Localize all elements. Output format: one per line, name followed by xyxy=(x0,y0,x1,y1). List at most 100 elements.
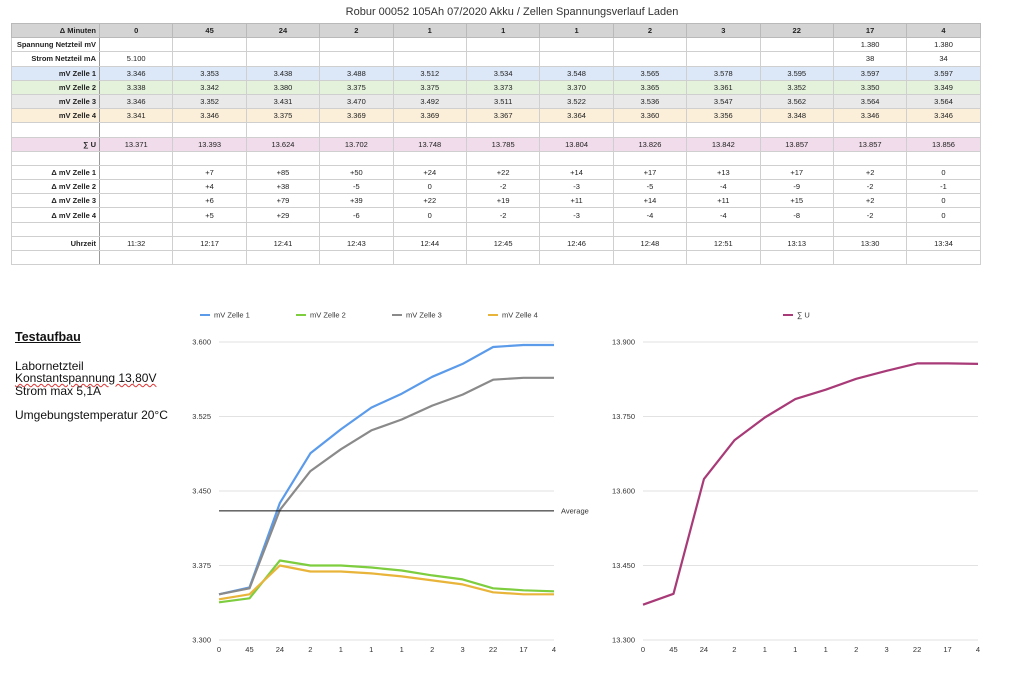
table-cell[interactable] xyxy=(98,207,174,223)
table-cell[interactable]: 12:48 xyxy=(612,235,688,252)
table-cell[interactable]: 13:30 xyxy=(832,235,908,252)
header-cell[interactable]: 0 xyxy=(98,22,174,39)
table-cell[interactable]: 3.562 xyxy=(759,93,834,110)
table-cell[interactable]: 3.548 xyxy=(539,65,614,81)
table-cell[interactable] xyxy=(612,249,688,266)
table-cell[interactable]: +17 xyxy=(612,164,688,181)
table-cell[interactable]: +2 xyxy=(832,164,908,181)
table-cell[interactable]: 12:43 xyxy=(319,235,394,252)
table-cell[interactable]: 3.346 xyxy=(172,108,247,124)
table-cell[interactable]: 3.492 xyxy=(392,93,467,110)
table-cell[interactable]: 3.597 xyxy=(832,65,908,81)
table-cell[interactable] xyxy=(832,150,908,166)
header-cell[interactable]: 1 xyxy=(465,22,541,39)
table-cell[interactable]: +11 xyxy=(539,193,614,209)
table-cell[interactable]: 3.370 xyxy=(539,79,614,95)
row-label-cell[interactable] xyxy=(11,249,100,266)
table-cell[interactable] xyxy=(906,249,981,266)
table-cell[interactable]: -6 xyxy=(319,207,394,223)
table-cell[interactable]: -2 xyxy=(465,207,541,223)
table-cell[interactable]: +79 xyxy=(245,193,321,209)
table-cell[interactable] xyxy=(98,221,174,237)
table-cell[interactable]: 13.785 xyxy=(465,136,541,152)
table-cell[interactable]: 13.826 xyxy=(612,136,688,152)
table-cell[interactable]: +5 xyxy=(172,207,247,223)
table-cell[interactable]: +6 xyxy=(172,193,247,209)
table-cell[interactable]: 11:32 xyxy=(98,235,174,252)
row-label-cell[interactable]: Δ mV Zelle 3 xyxy=(11,193,100,209)
table-cell[interactable]: +17 xyxy=(759,164,834,181)
table-cell[interactable]: 3.597 xyxy=(906,65,981,81)
row-label-cell[interactable]: mV Zelle 3 xyxy=(11,93,100,110)
header-cell[interactable]: 17 xyxy=(832,22,908,39)
table-cell[interactable]: -9 xyxy=(759,179,834,195)
table-cell[interactable]: +15 xyxy=(759,193,834,209)
table-cell[interactable]: 3.470 xyxy=(319,93,394,110)
table-cell[interactable]: 3.564 xyxy=(832,93,908,110)
table-cell[interactable]: -2 xyxy=(832,207,908,223)
table-cell[interactable] xyxy=(539,150,614,166)
table-cell[interactable]: 13:34 xyxy=(906,235,981,252)
table-cell[interactable] xyxy=(465,249,541,266)
table-cell[interactable]: +4 xyxy=(172,179,247,195)
table-cell[interactable] xyxy=(612,122,688,138)
table-cell[interactable]: 13.804 xyxy=(539,136,614,152)
table-cell[interactable]: 13.371 xyxy=(98,136,174,152)
table-cell[interactable] xyxy=(172,122,247,138)
table-cell[interactable] xyxy=(172,221,247,237)
table-cell[interactable]: -2 xyxy=(832,179,908,195)
table-cell[interactable]: 3.352 xyxy=(172,93,247,110)
table-cell[interactable]: 13:13 xyxy=(759,235,834,252)
table-cell[interactable]: -5 xyxy=(612,179,688,195)
table-cell[interactable] xyxy=(539,249,614,266)
table-cell[interactable]: 3.361 xyxy=(686,79,761,95)
table-cell[interactable] xyxy=(465,122,541,138)
table-cell[interactable]: 3.348 xyxy=(759,108,834,124)
table-cell[interactable] xyxy=(539,221,614,237)
table-cell[interactable] xyxy=(98,164,174,181)
table-cell[interactable]: 3.352 xyxy=(759,79,834,95)
table-cell[interactable]: 3.578 xyxy=(686,65,761,81)
table-cell[interactable]: 12:51 xyxy=(686,235,761,252)
table-cell[interactable] xyxy=(172,150,247,166)
row-label-cell[interactable]: Δ mV Zelle 1 xyxy=(11,164,100,181)
table-cell[interactable]: 13.842 xyxy=(686,136,761,152)
table-cell[interactable]: 13.857 xyxy=(832,136,908,152)
table-cell[interactable] xyxy=(832,249,908,266)
header-cell[interactable]: 2 xyxy=(612,22,688,39)
table-cell[interactable]: 12:44 xyxy=(392,235,467,252)
table-cell[interactable]: 3.342 xyxy=(172,79,247,95)
table-cell[interactable] xyxy=(98,150,174,166)
row-label-cell[interactable] xyxy=(11,122,100,138)
table-cell[interactable] xyxy=(832,221,908,237)
table-cell[interactable]: 3.375 xyxy=(245,108,321,124)
table-cell[interactable]: -4 xyxy=(686,179,761,195)
header-label-cell[interactable]: Δ Minuten xyxy=(11,22,100,39)
table-cell[interactable] xyxy=(465,221,541,237)
table-cell[interactable]: +19 xyxy=(465,193,541,209)
table-cell[interactable]: -8 xyxy=(759,207,834,223)
table-cell[interactable]: 12:46 xyxy=(539,235,614,252)
table-cell[interactable]: -2 xyxy=(465,179,541,195)
table-cell[interactable]: +14 xyxy=(612,193,688,209)
table-cell[interactable] xyxy=(686,122,761,138)
table-cell[interactable]: 0 xyxy=(906,207,981,223)
table-cell[interactable]: 13.857 xyxy=(759,136,834,152)
row-label-cell[interactable] xyxy=(11,150,100,166)
header-cell[interactable]: 24 xyxy=(245,22,321,39)
table-cell[interactable]: -5 xyxy=(319,179,394,195)
table-cell[interactable]: +7 xyxy=(172,164,247,181)
table-cell[interactable]: -4 xyxy=(612,207,688,223)
table-cell[interactable] xyxy=(98,249,174,266)
table-cell[interactable]: +13 xyxy=(686,164,761,181)
table-cell[interactable]: 3.534 xyxy=(465,65,541,81)
row-label-cell[interactable]: mV Zelle 4 xyxy=(11,108,100,124)
table-cell[interactable]: 0 xyxy=(906,164,981,181)
table-cell[interactable] xyxy=(612,150,688,166)
table-cell[interactable]: 13.702 xyxy=(319,136,394,152)
table-cell[interactable]: 13.624 xyxy=(245,136,321,152)
table-cell[interactable]: +29 xyxy=(245,207,321,223)
table-cell[interactable]: 12:17 xyxy=(172,235,247,252)
table-cell[interactable]: 0 xyxy=(906,193,981,209)
row-label-cell[interactable]: Δ mV Zelle 4 xyxy=(11,207,100,223)
